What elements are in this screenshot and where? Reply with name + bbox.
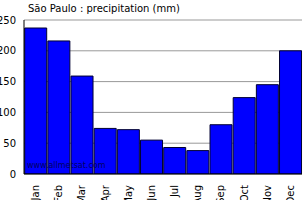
html-text:São Paulo : precipitation (mm): São Paulo : precipitation (mm) xyxy=(28,3,180,14)
svg-text:Nov: Nov xyxy=(262,185,273,200)
svg-text:May: May xyxy=(123,185,134,200)
svg-text:250: 250 xyxy=(8,15,16,26)
svg-text:Dec: Dec xyxy=(285,185,296,200)
svg-text:Mar: Mar xyxy=(76,184,87,200)
svg-text:Jul: Jul xyxy=(169,185,180,198)
svg-text:100: 100 xyxy=(8,107,16,118)
svg-text:Apr: Apr xyxy=(100,184,111,200)
svg-text:Feb: Feb xyxy=(53,185,64,200)
svg-text:Oct: Oct xyxy=(239,185,250,200)
svg-text:Jan: Jan xyxy=(30,185,41,200)
html-text:www.allmetsat.com: www.allmetsat.com xyxy=(27,161,106,170)
svg-text:200: 200 xyxy=(8,45,16,56)
svg-text:0: 0 xyxy=(10,169,16,180)
svg-text:50: 50 xyxy=(8,138,16,149)
svg-text:150: 150 xyxy=(8,76,16,87)
svg-text:Sep: Sep xyxy=(215,185,226,200)
svg-text:Jun: Jun xyxy=(146,185,157,200)
svg-text:Aug: Aug xyxy=(192,185,203,200)
